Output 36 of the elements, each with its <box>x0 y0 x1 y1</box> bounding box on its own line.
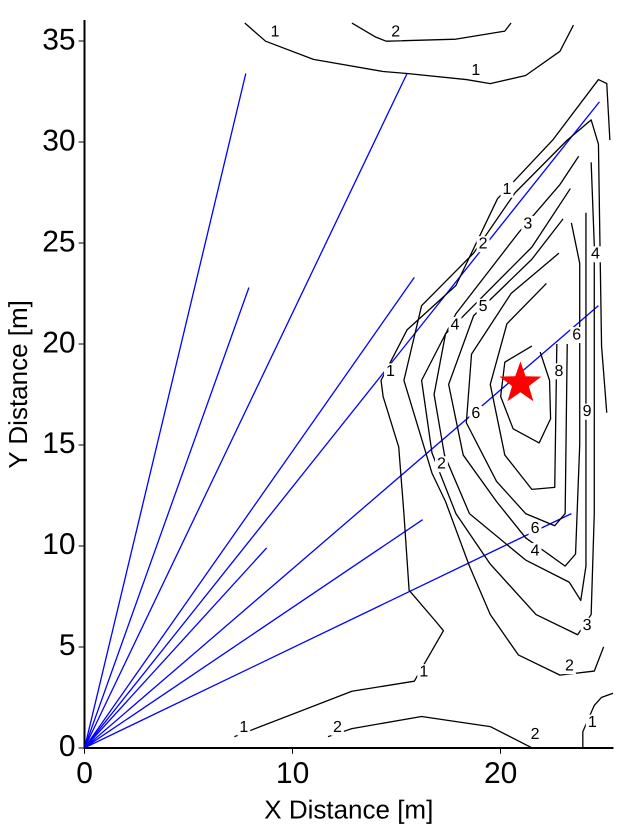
annotation: 3 <box>582 617 592 634</box>
y-tick-label: 35 <box>42 23 76 56</box>
annotation: 6 <box>530 520 540 538</box>
annotation: 8 <box>554 362 564 380</box>
annotation: 6 <box>471 405 480 422</box>
annotation: 2 <box>437 456 446 473</box>
annotation: 4 <box>530 542 540 560</box>
annotation: 4 <box>450 316 460 334</box>
annotation: 2 <box>530 726 540 744</box>
annotation: 9 <box>582 403 592 420</box>
annotation: 2 <box>391 24 400 41</box>
annotation: 1 <box>270 24 280 41</box>
annotation: 2 <box>332 719 342 736</box>
annotation: 1 <box>386 362 396 380</box>
x-tick-label: 20 <box>484 757 518 790</box>
annotation: 1 <box>419 664 428 681</box>
y-tick-label: 25 <box>42 225 76 258</box>
annotation: 1 <box>502 181 512 198</box>
annotation: 1 <box>239 719 248 736</box>
y-tick-label: 10 <box>42 528 76 562</box>
annotation: 5 <box>478 298 488 316</box>
annotation: 4 <box>590 246 600 263</box>
y-tick-label: 30 <box>42 124 76 158</box>
annotation: 2 <box>564 658 574 675</box>
y-tick-label: 20 <box>42 326 76 360</box>
annotation: 2 <box>478 236 488 253</box>
x-axis-title: X Distance [m] <box>264 794 434 825</box>
annotation: 6 <box>572 326 582 344</box>
y-tick-label: 5 <box>58 629 76 662</box>
y-tick-label: 0 <box>58 730 76 764</box>
y-axis-title: Y Distance [m] <box>2 300 33 469</box>
annotation: 1 <box>471 62 480 79</box>
y-tick-label: 15 <box>42 427 76 460</box>
x-tick-label: 10 <box>276 757 310 790</box>
annotation: 3 <box>523 215 532 232</box>
annotation: 1 <box>588 714 597 732</box>
